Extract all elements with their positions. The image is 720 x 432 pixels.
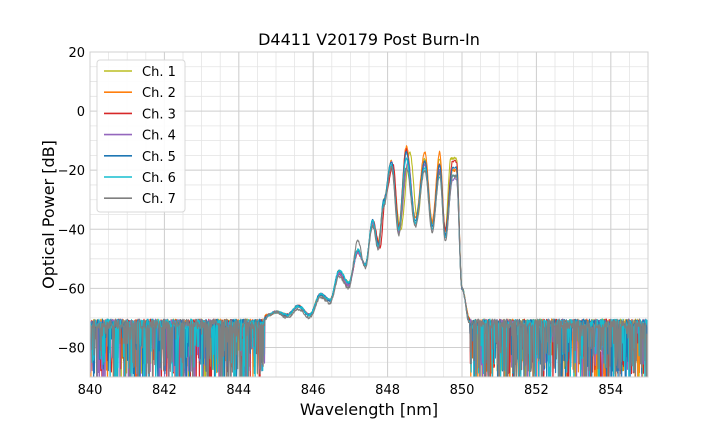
- y-tick-label: −20: [58, 164, 85, 179]
- x-tick-label: 850: [450, 383, 475, 398]
- plot-frame: [89, 51, 649, 378]
- legend-label: Ch. 7: [142, 192, 176, 207]
- y-tick-label: −60: [58, 282, 85, 297]
- x-tick-label: 846: [301, 383, 326, 398]
- x-tick-labels: 840 842 844 846 848 850 852 854: [78, 383, 624, 398]
- y-tick-label: 0: [77, 105, 85, 120]
- legend-label: Ch. 2: [142, 86, 176, 101]
- legend-label: Ch. 4: [142, 129, 176, 144]
- x-axis-title: Wavelength [nm]: [300, 400, 438, 419]
- x-tick-label: 848: [375, 383, 400, 398]
- y-tick-label: −40: [58, 223, 85, 238]
- x-tick-label: 840: [78, 383, 103, 398]
- y-axis-title: Optical Power [dB]: [39, 140, 58, 289]
- legend-label: Ch. 5: [142, 150, 176, 165]
- y-tick-labels: 20 0 −20 −40 −60 −80: [58, 46, 85, 356]
- series-line-ch-7: [90, 165, 648, 377]
- y-tick-label: −80: [58, 341, 85, 356]
- legend-label: Ch. 6: [142, 171, 176, 186]
- x-tick-label: 852: [524, 383, 549, 398]
- legend-label: Ch. 3: [142, 107, 176, 122]
- legend: Ch. 1 Ch. 2 Ch. 3 Ch. 4 Ch. 5 Ch. 6 Ch. 7: [96, 59, 186, 213]
- x-tick-label: 844: [226, 383, 251, 398]
- y-tick-label: 20: [68, 46, 85, 61]
- x-tick-label: 854: [598, 383, 623, 398]
- legend-box: [96, 59, 186, 213]
- series-layer: [90, 145, 648, 377]
- chart-title: D4411 V20179 Post Burn-In: [258, 30, 480, 49]
- x-tick-label: 842: [152, 383, 177, 398]
- legend-label: Ch. 1: [142, 65, 176, 80]
